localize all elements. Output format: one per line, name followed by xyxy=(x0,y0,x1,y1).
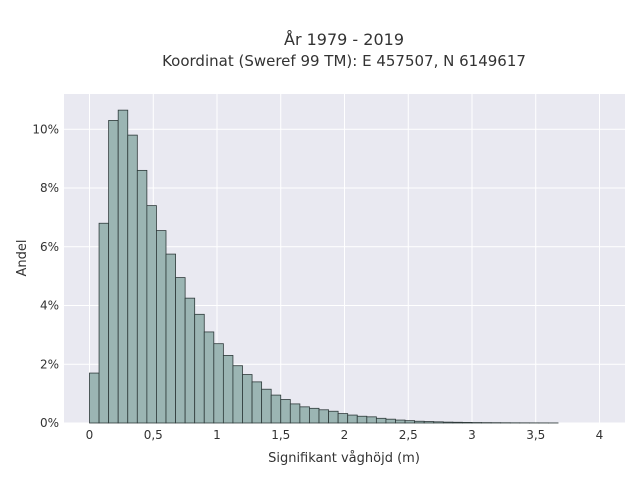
y-tick-label: 8% xyxy=(40,181,59,195)
x-tick-label: 3 xyxy=(468,428,476,442)
x-tick-label: 2 xyxy=(341,428,349,442)
chart-subtitle: Koordinat (Sweref 99 TM): E 457507, N 61… xyxy=(162,52,526,70)
histogram-bar xyxy=(204,332,214,423)
x-tick-label: 0 xyxy=(86,428,94,442)
histogram-bar xyxy=(214,344,224,423)
histogram-bar xyxy=(290,404,300,423)
y-tick-label: 2% xyxy=(40,357,59,371)
histogram-bar xyxy=(396,420,406,423)
histogram-bar xyxy=(367,417,377,423)
histogram-bar xyxy=(443,422,453,423)
histogram-bar xyxy=(233,366,243,423)
histogram-bar xyxy=(90,373,100,423)
chart-title: År 1979 - 2019 xyxy=(284,30,404,49)
y-tick-label: 6% xyxy=(40,240,59,254)
histogram-bar xyxy=(300,407,310,423)
histogram-bar xyxy=(262,389,272,423)
histogram-bar xyxy=(424,422,434,423)
y-tick-label: 4% xyxy=(40,299,59,313)
histogram-bar xyxy=(137,170,147,423)
histogram-bar xyxy=(376,418,386,423)
histogram-bar xyxy=(166,254,176,423)
histogram-bar xyxy=(156,231,166,423)
histogram-bar xyxy=(453,422,463,423)
histogram-bar xyxy=(348,415,358,423)
histogram-bar xyxy=(252,382,262,423)
x-tick-label: 4 xyxy=(596,428,604,442)
histogram-bar xyxy=(319,410,329,423)
histogram-bar xyxy=(223,355,233,423)
histogram-bar xyxy=(405,421,415,423)
histogram-bar xyxy=(434,422,444,423)
x-tick-label: 1 xyxy=(213,428,221,442)
y-axis-label: Andel xyxy=(15,240,30,277)
histogram-bar xyxy=(415,421,425,423)
histogram-bar xyxy=(462,422,472,423)
histogram-bar xyxy=(118,110,128,423)
histogram-bar xyxy=(338,414,348,423)
x-tick-label: 2,5 xyxy=(399,428,418,442)
histogram-bar xyxy=(109,120,119,423)
x-tick-label: 3,5 xyxy=(526,428,545,442)
histogram-bar xyxy=(281,400,291,424)
x-tick-label: 1,5 xyxy=(271,428,290,442)
histogram-bar xyxy=(386,419,396,423)
histogram-bar xyxy=(99,223,109,423)
histogram-bar xyxy=(176,278,186,423)
histogram-bar xyxy=(309,408,319,423)
x-tick-label: 0,5 xyxy=(144,428,163,442)
x-axis-label: Signifikant våghöjd (m) xyxy=(268,451,420,466)
histogram-bar xyxy=(243,375,253,423)
histogram-bar xyxy=(271,395,281,423)
y-tick-label: 10% xyxy=(32,122,59,136)
histogram-bar xyxy=(357,416,367,423)
histogram-bar xyxy=(329,411,339,423)
histogram-bar xyxy=(185,298,195,423)
y-tick-label: 0% xyxy=(40,416,59,430)
histogram-bar xyxy=(195,314,205,423)
histogram-bar xyxy=(147,206,157,423)
histogram-bar xyxy=(128,135,138,423)
